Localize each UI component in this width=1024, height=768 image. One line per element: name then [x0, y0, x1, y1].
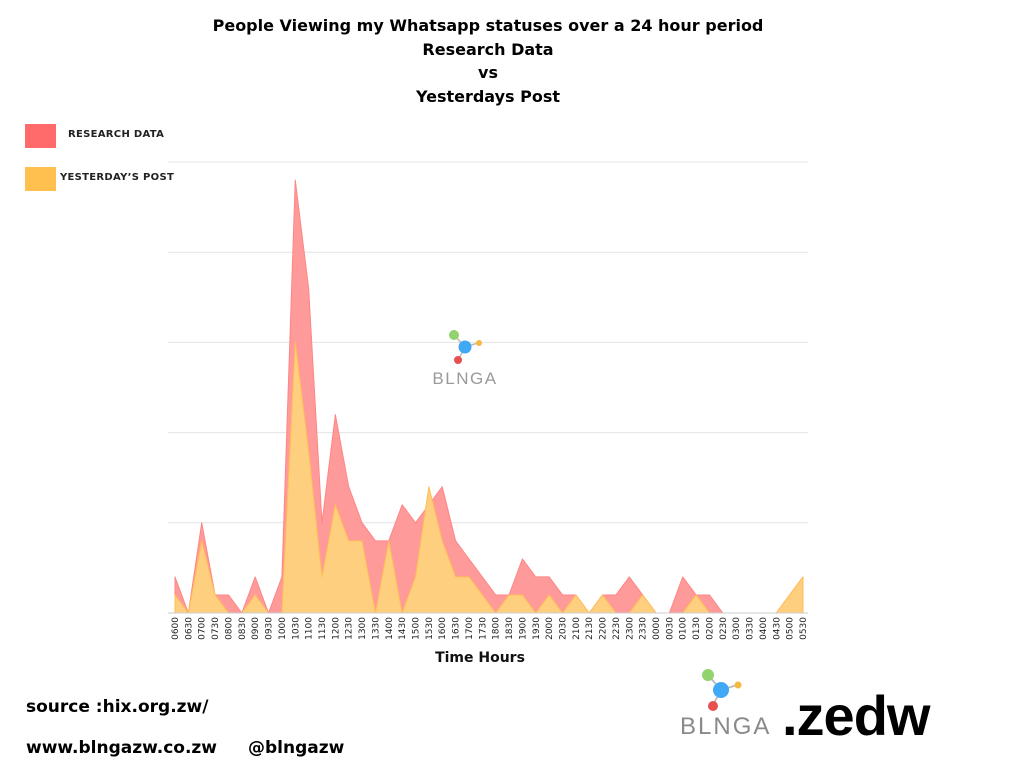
watermark: BLNGA	[432, 330, 497, 388]
x-tick-label: 0400	[759, 617, 769, 640]
chart-areas	[174, 179, 804, 614]
x-tick-label: 0530	[799, 617, 809, 640]
x-tick-label: 1400	[385, 617, 395, 640]
x-tick-label: 0800	[224, 617, 234, 640]
x-tick-label: 1130	[318, 617, 328, 640]
chart-title-line-4: Yesterdays Post	[415, 86, 561, 106]
x-tick-label: 2330	[639, 617, 649, 640]
x-tick-label: 2000	[545, 617, 555, 640]
x-tick-label: 0700	[198, 617, 208, 640]
x-tick-label: 0330	[746, 617, 756, 640]
website-text: www.blngazw.co.zw	[26, 738, 218, 758]
x-tick-label: 1430	[398, 617, 408, 640]
x-tick-label: 2030	[558, 617, 568, 640]
x-tick-label: 0830	[238, 617, 248, 640]
x-tick-label: 1600	[438, 617, 448, 640]
x-tick-label: 2230	[612, 617, 622, 640]
x-tick-label: 2300	[625, 617, 635, 640]
x-tick-label: 0930	[265, 617, 275, 640]
legend-swatch-research	[25, 124, 56, 148]
social-handle: @blngazw	[248, 738, 345, 758]
watermark-text: BLNGA	[432, 369, 497, 388]
molecule-logo-icon	[449, 330, 482, 364]
legend-label-yesterday: YESTERDAY’S POST	[60, 172, 175, 183]
x-tick-label: 0030	[665, 617, 675, 640]
chart-title-line-3: vs	[478, 63, 498, 82]
series-area-research	[174, 179, 804, 614]
x-tick-label: 1700	[465, 617, 475, 640]
source-text: source :hix.org.zw/	[26, 697, 209, 717]
x-tick-label: 0630	[184, 617, 194, 640]
x-tick-label: 1300	[358, 617, 368, 640]
chart-title-line-2: Research Data	[422, 39, 554, 59]
x-tick-label: 0200	[705, 617, 715, 640]
chart-title-line-1: People Viewing my Whatsapp statuses over…	[212, 16, 764, 35]
x-tick-label: 1330	[371, 617, 381, 640]
x-tick-label: 0130	[692, 617, 702, 640]
x-tick-label: 1900	[518, 617, 528, 640]
gridlines	[168, 161, 808, 524]
x-tick-labels: 0600 0630 0700 0730 0800 0830 0900 0930 1000 1030…	[171, 617, 809, 640]
x-tick-label: 2100	[572, 617, 582, 640]
x-tick-label: 2130	[585, 617, 595, 640]
x-tick-label: 1230	[345, 617, 355, 640]
x-tick-label: 0300	[732, 617, 742, 640]
x-tick-label: 1530	[425, 617, 435, 640]
x-tick-label: 2200	[599, 617, 609, 640]
x-tick-label: 0000	[652, 617, 662, 640]
brand-domain: .zedw	[782, 684, 930, 747]
legend-swatch-yesterday	[25, 167, 56, 191]
x-tick-label: 1630	[452, 617, 462, 640]
x-tick-label: 0500	[786, 617, 796, 640]
brand-wordmark: BLNGA	[680, 713, 772, 740]
x-tick-label: 0100	[679, 617, 689, 640]
x-tick-label: 0900	[251, 617, 261, 640]
chart-title: People Viewing my Whatsapp statuses over…	[0, 14, 976, 108]
x-tick-label: 1200	[331, 617, 341, 640]
x-tick-label: 1730	[478, 617, 488, 640]
x-tick-label: 0430	[772, 617, 782, 640]
x-tick-label: 1030	[291, 617, 301, 640]
x-axis-label: Time Hours	[435, 650, 525, 666]
x-tick-label: 0600	[171, 617, 181, 640]
legend-label-research: RESEARCH DATA	[68, 129, 165, 140]
x-tick-label: 1930	[532, 617, 542, 640]
x-tick-label: 0730	[211, 617, 221, 640]
brand-molecule-icon	[702, 669, 742, 711]
x-tick-label: 1830	[505, 617, 515, 640]
x-tick-label: 1800	[492, 617, 502, 640]
x-tick-label: 0230	[719, 617, 729, 640]
x-tick-label: 1000	[278, 617, 288, 640]
x-tick-label: 1100	[305, 617, 315, 640]
x-tick-label: 1500	[412, 617, 422, 640]
